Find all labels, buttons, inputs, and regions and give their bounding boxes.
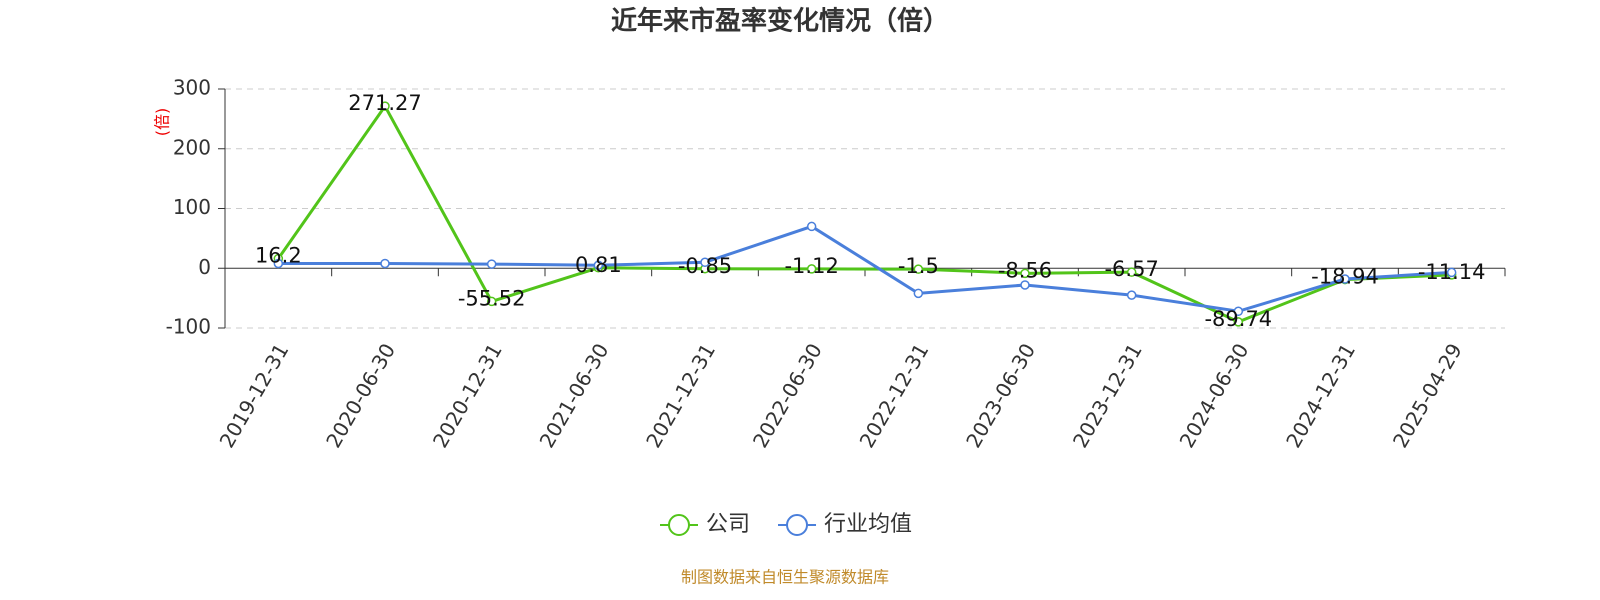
legend-label: 行业均值: [824, 512, 912, 537]
point: [806, 221, 817, 232]
x-tick-label: 2025-04-29: [1388, 339, 1467, 452]
data-label: -0.85: [678, 254, 732, 278]
y-tick-label: 300: [173, 76, 211, 100]
y-tick-label: 0: [198, 255, 211, 279]
series-line: [278, 224, 1452, 313]
x-tick-label: 2021-06-30: [535, 339, 614, 452]
data-label: 271.27: [348, 91, 421, 115]
point: [593, 260, 604, 271]
data-label: -1.12: [784, 254, 838, 278]
x-tick-label: 2022-12-31: [855, 339, 934, 452]
point: [1126, 267, 1137, 277]
point: [1233, 306, 1244, 317]
x-tick-label: 2022-06-30: [748, 339, 827, 452]
point: [273, 258, 284, 269]
point: [380, 101, 390, 111]
legend-label: 公司: [706, 512, 750, 537]
data-label: -55.52: [458, 286, 526, 310]
legend-marker: [668, 514, 690, 536]
x-tick-label: 2021-12-31: [641, 339, 720, 452]
x-tick-label: 2019-12-31: [215, 339, 294, 452]
source-note: 制图数据来自恒生聚源数据库: [681, 568, 889, 587]
x-tick-label: 2023-06-30: [961, 339, 1040, 452]
point: [700, 257, 710, 268]
point: [1020, 280, 1030, 290]
data-label: -1.5: [898, 254, 939, 278]
x-tick-label: 2024-06-30: [1175, 339, 1254, 452]
point: [486, 296, 497, 307]
y-tick-label: -100: [166, 315, 211, 339]
x-tick-label: 2024-12-31: [1281, 339, 1360, 452]
point: [913, 264, 924, 274]
point: [1020, 268, 1030, 279]
point: [1233, 317, 1244, 327]
point: [1446, 267, 1457, 278]
legend: 公司 行业均值: [660, 512, 912, 537]
data-label: -6.57: [1104, 257, 1158, 281]
point: [1340, 274, 1350, 284]
y-tick-label: 100: [173, 195, 211, 219]
data-label: 16.2: [255, 244, 302, 268]
point: [486, 259, 497, 269]
x-tick-label: 2023-12-31: [1068, 339, 1147, 452]
y-axis-label: (倍): [153, 108, 172, 137]
series-line: [277, 103, 1452, 324]
data-label: -18.94: [1311, 265, 1379, 289]
point: [380, 258, 390, 269]
point: [913, 288, 924, 299]
data-label: 0.81: [575, 253, 622, 277]
data-label: -89.74: [1204, 307, 1272, 331]
x-tick-label: 2020-06-30: [321, 339, 400, 452]
data-label: -11.14: [1418, 260, 1486, 284]
legend-marker: [786, 514, 809, 536]
chart-title: 近年来市盈率变化情况（倍）: [611, 6, 949, 37]
x-tick-label: 2020-12-31: [428, 339, 507, 452]
y-tick-label: 200: [173, 135, 211, 159]
point: [1126, 290, 1137, 300]
point: [806, 264, 817, 274]
data-label: -8.56: [998, 258, 1052, 282]
